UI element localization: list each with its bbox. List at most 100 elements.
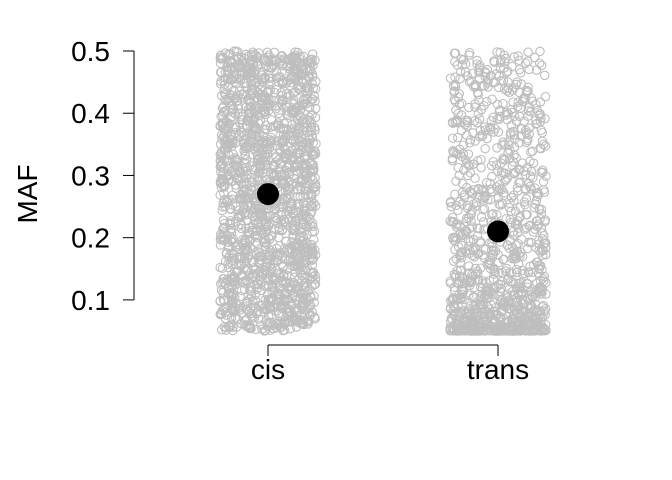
data-point-cis — [293, 191, 303, 202]
data-point-cis — [273, 308, 284, 319]
data-point-trans — [502, 300, 512, 310]
data-point-cis — [258, 270, 268, 280]
y-tick-label: 0.4 — [71, 98, 110, 129]
data-point-cis — [298, 292, 308, 303]
data-point-cis — [284, 189, 294, 200]
data-point-trans — [503, 66, 513, 76]
data-point-cis — [280, 243, 290, 253]
data-point-trans — [469, 282, 480, 293]
data-point-trans — [452, 265, 462, 276]
data-point-cis — [292, 115, 303, 125]
data-point-cis — [243, 137, 254, 148]
data-point-trans — [540, 215, 551, 225]
data-point-trans — [492, 47, 502, 57]
data-point-cis — [258, 155, 268, 166]
data-point-trans — [450, 96, 460, 107]
data-point-cis — [223, 237, 233, 248]
data-point-trans — [501, 67, 512, 78]
data-point-cis — [260, 125, 271, 135]
data-point-cis — [294, 242, 305, 252]
data-point-cis — [287, 108, 297, 118]
data-point-trans — [535, 46, 545, 57]
data-point-cis — [250, 215, 260, 225]
data-point-trans — [537, 325, 547, 336]
x-tick-label-cis: cis — [251, 354, 285, 385]
data-point-trans — [513, 51, 523, 61]
data-point-trans — [512, 216, 523, 226]
data-point-trans — [521, 209, 531, 220]
data-point-trans — [473, 108, 484, 119]
data-point-cis — [215, 156, 226, 167]
data-point-cis — [252, 175, 263, 186]
data-point-trans — [477, 129, 487, 140]
data-point-cis — [250, 146, 261, 156]
data-point-cis — [241, 320, 252, 330]
data-point-cis — [218, 174, 229, 184]
data-point-cis — [246, 54, 257, 65]
data-point-trans — [516, 304, 527, 314]
data-point-cis — [227, 325, 238, 336]
data-point-trans — [473, 184, 484, 195]
data-point-cis — [229, 237, 239, 248]
data-point-cis — [287, 52, 298, 62]
data-point-trans — [503, 147, 513, 158]
data-point-cis — [255, 272, 266, 282]
data-point-trans — [467, 68, 478, 79]
data-point-trans — [476, 212, 487, 222]
data-point-trans — [520, 183, 530, 194]
data-point-cis — [242, 297, 252, 307]
data-point-trans — [493, 323, 503, 334]
data-point-cis — [219, 84, 229, 95]
data-point-trans — [454, 313, 465, 324]
data-point-trans — [491, 160, 502, 170]
data-point-cis — [223, 289, 234, 299]
data-point-cis — [281, 78, 292, 88]
data-point-trans — [494, 106, 505, 116]
data-point-trans — [538, 177, 549, 187]
data-point-trans — [467, 222, 478, 232]
data-point-cis — [290, 149, 301, 159]
data-point-cis — [307, 191, 317, 201]
data-point-cis — [242, 215, 253, 226]
y-tick-label: 0.5 — [71, 36, 110, 67]
data-point-trans — [526, 290, 537, 300]
data-point-cis — [307, 281, 317, 292]
data-point-trans — [458, 55, 469, 65]
data-point-trans — [504, 295, 514, 306]
data-point-trans — [492, 143, 502, 153]
data-point-trans — [509, 309, 519, 320]
data-point-cis — [258, 95, 268, 106]
data-point-cis — [277, 100, 287, 110]
data-point-trans — [511, 278, 521, 288]
data-point-cis — [219, 88, 230, 98]
data-point-trans — [493, 257, 504, 268]
data-point-cis — [304, 143, 315, 153]
data-point-cis — [223, 126, 233, 137]
data-point-trans — [471, 197, 482, 208]
data-point-cis — [273, 108, 284, 119]
data-point-cis — [288, 256, 298, 267]
data-point-trans — [507, 268, 517, 278]
data-point-trans — [463, 306, 474, 317]
data-point-trans — [499, 168, 509, 179]
data-point-cis — [230, 109, 241, 119]
data-point-cis — [285, 198, 295, 209]
data-point-cis — [305, 311, 315, 321]
data-point-trans — [503, 77, 513, 87]
data-point-cis — [248, 306, 258, 316]
data-point-trans — [510, 134, 520, 144]
data-point-trans — [462, 321, 473, 332]
data-point-trans — [512, 267, 522, 278]
data-point-trans — [445, 324, 455, 334]
data-point-cis — [289, 312, 300, 322]
data-point-trans — [472, 55, 482, 66]
data-point-trans — [507, 107, 518, 118]
data-point-trans — [525, 107, 536, 117]
data-point-cis — [231, 183, 241, 194]
data-point-cis — [303, 244, 314, 255]
data-point-cis — [252, 284, 262, 294]
data-point-cis — [235, 244, 245, 254]
data-point-cis — [241, 314, 252, 324]
data-point-cis — [226, 64, 237, 74]
data-point-cis — [227, 305, 238, 316]
